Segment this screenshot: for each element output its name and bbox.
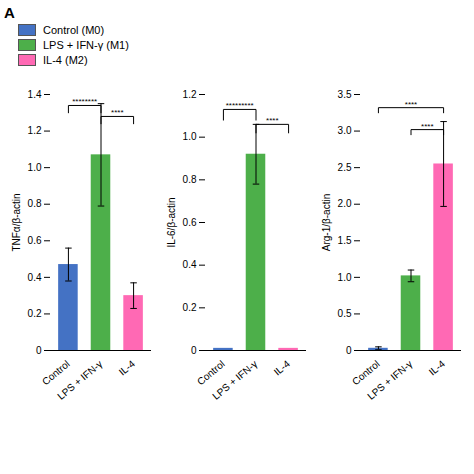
- svg-text:LPS + IFN-γ: LPS + IFN-γ: [365, 358, 414, 402]
- svg-text:Control: Control: [40, 358, 72, 388]
- svg-text:IL-4: IL-4: [272, 358, 293, 378]
- svg-text:****: ****: [405, 100, 417, 109]
- svg-text:0: 0: [346, 345, 352, 356]
- svg-text:0.4: 0.4: [28, 272, 42, 283]
- html-text:A: A: [4, 4, 15, 21]
- svg-text:0: 0: [36, 345, 42, 356]
- svg-text:*********: *********: [226, 101, 254, 110]
- svg-text:****: ****: [111, 108, 123, 117]
- svg-text:0.5: 0.5: [338, 308, 352, 319]
- svg-text:3.0: 3.0: [338, 125, 352, 136]
- svg-text:0.4: 0.4: [183, 259, 197, 270]
- svg-text:****: ****: [266, 116, 278, 125]
- svg-text:TNFα/β-actin: TNFα/β-actin: [11, 193, 22, 251]
- svg-text:2.5: 2.5: [338, 162, 352, 173]
- svg-text:0.6: 0.6: [28, 235, 42, 246]
- svg-text:1.2: 1.2: [28, 125, 42, 136]
- svg-text:****: ****: [421, 122, 433, 131]
- svg-text:1.0: 1.0: [183, 131, 197, 142]
- svg-text:0.2: 0.2: [183, 302, 197, 313]
- svg-text:0.8: 0.8: [28, 198, 42, 209]
- html-text:LPS + IFN-γ (M1): LPS + IFN-γ (M1): [43, 39, 129, 51]
- svg-text:1.0: 1.0: [338, 272, 352, 283]
- svg-text:0: 0: [191, 345, 197, 356]
- svg-text:3.5: 3.5: [338, 89, 352, 100]
- svg-text:LPS + IFN-γ: LPS + IFN-γ: [55, 358, 104, 402]
- svg-text:IL-4: IL-4: [427, 358, 448, 378]
- svg-text:********: ********: [72, 97, 97, 106]
- html-text:Control (M0): Control (M0): [43, 24, 105, 36]
- svg-text:LPS + IFN-γ: LPS + IFN-γ: [210, 358, 259, 402]
- svg-text:1.2: 1.2: [183, 89, 197, 100]
- svg-text:Control: Control: [195, 358, 227, 388]
- svg-text:Arg-1/β-actin: Arg-1/β-actin: [321, 194, 332, 251]
- svg-text:0.6: 0.6: [183, 217, 197, 228]
- svg-text:1.5: 1.5: [338, 235, 352, 246]
- svg-text:Control: Control: [350, 358, 382, 388]
- svg-text:1.4: 1.4: [28, 89, 42, 100]
- svg-text:IL-6/β-actin: IL-6/β-actin: [166, 197, 177, 247]
- svg-text:1.0: 1.0: [28, 162, 42, 173]
- svg-text:IL-4: IL-4: [117, 358, 138, 378]
- svg-text:2.0: 2.0: [338, 198, 352, 209]
- svg-text:0.8: 0.8: [183, 174, 197, 185]
- svg-text:0.2: 0.2: [28, 308, 42, 319]
- html-text:IL-4 (M2): IL-4 (M2): [43, 54, 88, 66]
